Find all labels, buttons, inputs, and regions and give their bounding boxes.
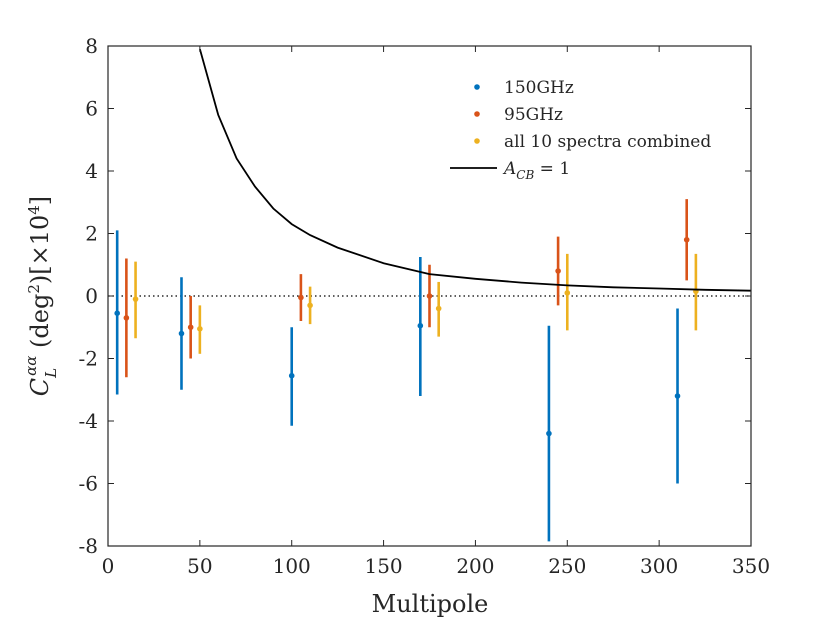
point-150ghz-0 — [114, 310, 120, 316]
point-all-10-spectra-combined-0 — [132, 296, 139, 302]
y-tick-label: -2 — [79, 347, 98, 371]
x-axis-title: Multipole — [372, 590, 489, 618]
x-tick-label: 250 — [548, 554, 586, 578]
legend-entry-2-swatch — [474, 138, 480, 144]
x-tick-label: 150 — [364, 554, 402, 578]
point-150ghz-5 — [674, 393, 681, 399]
point-95ghz-0 — [123, 315, 130, 321]
x-tick-label: 300 — [640, 554, 678, 578]
y-axis-title-text: CLαα (deg2)[×104] — [22, 196, 60, 396]
point-150ghz-2 — [288, 372, 295, 379]
y-tick-label: -6 — [79, 472, 98, 496]
point-95ghz-4 — [555, 268, 561, 274]
y-tick-label: 6 — [85, 97, 98, 121]
x-axis-ticks: 0 50 100 150 200 250 300 350 — [102, 46, 770, 578]
point-all-10-spectra-combined-3 — [435, 305, 442, 312]
y-tick-label: -4 — [79, 409, 98, 433]
y-tick-label: 4 — [85, 159, 98, 183]
y-tick-label: 2 — [85, 222, 98, 246]
legend-entry-0-swatch — [474, 84, 480, 90]
series-line-a-cb-1 — [199, 48, 751, 292]
point-95ghz-1 — [187, 324, 194, 331]
x-tick-label: 0 — [102, 554, 115, 578]
point-95ghz-5 — [683, 236, 690, 243]
point-150ghz-1 — [178, 330, 185, 337]
legend: 150GHz 95GHz all 10 spectra combined ACB = … — [450, 78, 711, 182]
x-tick-label: 350 — [732, 554, 770, 578]
point-150ghz-4 — [546, 430, 552, 437]
x-tick-label: 200 — [456, 554, 494, 578]
point-95ghz-2 — [298, 294, 304, 301]
point-all-10-spectra-combined-4 — [564, 290, 571, 296]
point-95ghz-3 — [426, 293, 433, 299]
legend-entry-2-label: all 10 spectra combined — [504, 132, 711, 152]
point-all-10-spectra-combined-1 — [197, 326, 203, 332]
y-tick-label: 8 — [85, 34, 98, 58]
y-axis-title: CLαα (deg2)[×104] — [22, 196, 60, 396]
legend-entry-0-label: 150GHz — [504, 78, 574, 98]
y-tick-label: 0 — [85, 284, 98, 308]
y-tick-label: -8 — [79, 534, 98, 558]
plot-area — [108, 48, 751, 542]
y-axis-ticks: -8 -6 -4 -2 0 2 4 6 8 — [79, 34, 751, 558]
legend-entry-1-swatch — [474, 111, 480, 117]
legend-entry-3-label: ACB = 1 — [502, 159, 570, 182]
point-150ghz-3 — [417, 322, 424, 329]
x-tick-label: 50 — [187, 554, 212, 578]
legend-entry-1-label: 95GHz — [504, 105, 563, 125]
point-all-10-spectra-combined-2 — [307, 302, 313, 309]
x-tick-label: 100 — [273, 554, 311, 578]
